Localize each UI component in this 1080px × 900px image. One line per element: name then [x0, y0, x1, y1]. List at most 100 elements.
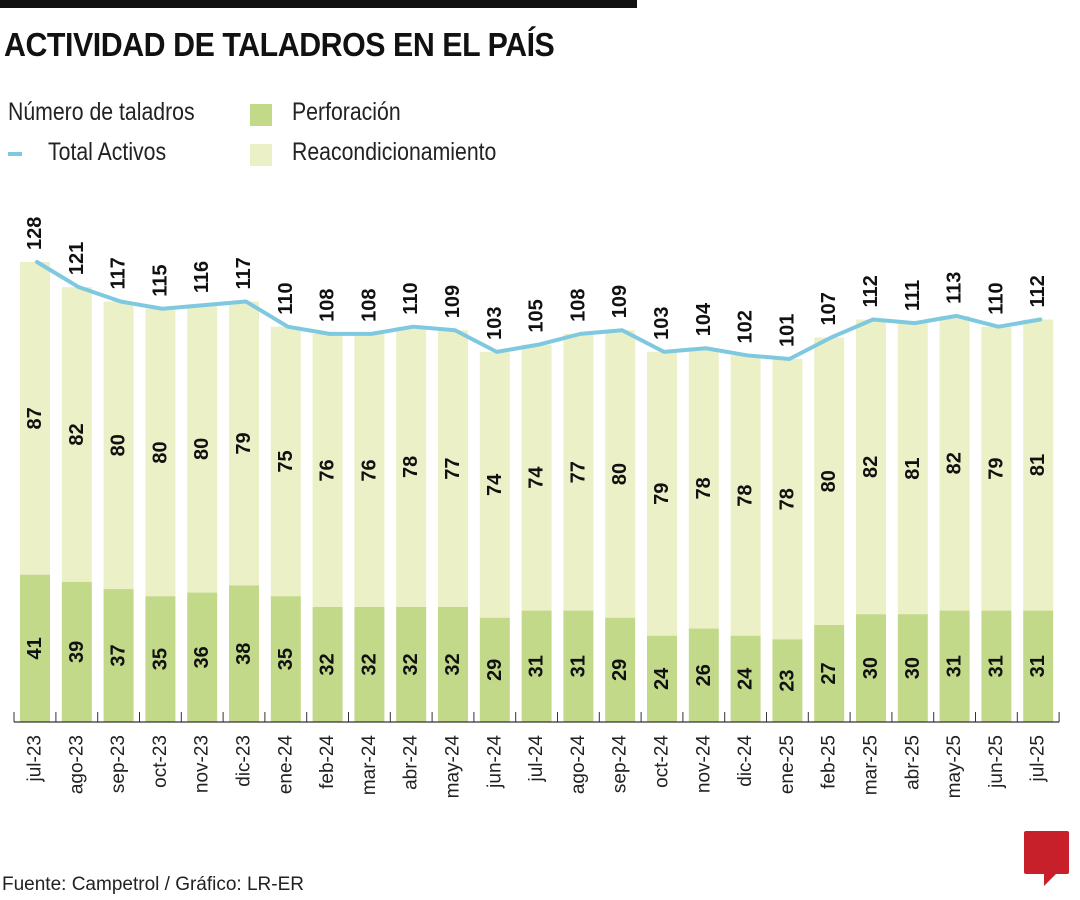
- legend-total-swatch: [8, 152, 22, 156]
- x-tick-label: dic-23: [234, 735, 255, 787]
- legend-perf-swatch: [250, 104, 272, 126]
- label-total: 110: [400, 282, 422, 314]
- label-reacondicionamiento: 81: [1027, 454, 1049, 476]
- label-reacondicionamiento: 78: [693, 477, 715, 499]
- bar-perforacion: [605, 617, 636, 722]
- label-reacondicionamiento: 77: [442, 458, 464, 480]
- x-tick-label: sep-24: [610, 735, 631, 794]
- label-perforacion: 29: [609, 659, 631, 681]
- bar-reacondicionamiento: [730, 355, 761, 636]
- bar-perforacion: [688, 628, 719, 722]
- label-total: 103: [484, 306, 506, 339]
- bar-perforacion: [61, 581, 92, 722]
- label-total: 109: [442, 285, 464, 318]
- label-total: 104: [693, 302, 715, 336]
- label-reacondicionamiento: 74: [484, 473, 506, 496]
- label-total: 121: [66, 242, 88, 275]
- x-tick-label: mar-24: [359, 735, 380, 796]
- source-note: Fuente: Campetrol / Gráfico: LR-ER: [2, 874, 304, 895]
- bar-perforacion: [647, 635, 677, 722]
- label-total: 116: [191, 261, 213, 293]
- bar-perforacion: [354, 607, 385, 722]
- bar-reacondicionamiento: [521, 344, 552, 611]
- x-tick-label: oct-24: [652, 735, 673, 788]
- label-reacondicionamiento: 76: [358, 459, 380, 481]
- label-total: 109: [609, 285, 631, 318]
- bar-reacondicionamiento: [187, 305, 218, 593]
- label-total: 110: [275, 282, 297, 314]
- label-perforacion: 30: [860, 657, 882, 679]
- bar-perforacion: [438, 607, 468, 722]
- label-reacondicionamiento: 74: [526, 466, 548, 489]
- label-total: 108: [358, 289, 380, 322]
- bar-reacondicionamiento: [1023, 319, 1054, 611]
- bar-reacondicionamiento: [479, 351, 510, 618]
- label-total: 107: [818, 292, 840, 325]
- bar-reacondicionamiento: [981, 326, 1012, 611]
- x-tick-label: ene-25: [777, 735, 798, 794]
- bar-perforacion: [187, 592, 218, 722]
- bar-perforacion: [396, 607, 427, 722]
- legend-unit: Número de taladros: [8, 98, 195, 126]
- bar-perforacion: [1023, 610, 1054, 722]
- bar-reacondicionamiento: [61, 287, 92, 582]
- bar-perforacion: [479, 617, 510, 722]
- label-perforacion: 35: [149, 648, 171, 670]
- label-total: 113: [944, 272, 966, 304]
- bar-perforacion: [103, 589, 134, 722]
- label-total: 108: [567, 289, 589, 322]
- bar-reacondicionamiento: [396, 326, 427, 607]
- bar-perforacion: [981, 610, 1012, 722]
- bar-perforacion: [229, 585, 259, 722]
- bar-reacondicionamiento: [897, 323, 928, 615]
- label-reacondicionamiento: 80: [149, 441, 171, 463]
- label-perforacion: 24: [735, 667, 757, 690]
- bar-reacondicionamiento: [438, 330, 468, 607]
- label-perforacion: 29: [484, 659, 506, 681]
- legend-reac-swatch: [250, 144, 272, 166]
- x-tick-label: feb-25: [819, 735, 840, 789]
- label-perforacion: 23: [776, 670, 798, 692]
- label-perforacion: 31: [985, 655, 1007, 677]
- label-perforacion: 30: [902, 657, 924, 679]
- x-tick-label: mar-25: [861, 735, 882, 795]
- bar-perforacion: [772, 639, 803, 722]
- label-perforacion: 32: [400, 653, 422, 675]
- bar-reacondicionamiento: [103, 301, 134, 590]
- label-perforacion: 35: [275, 648, 297, 670]
- bar-perforacion: [145, 596, 176, 722]
- label-total: 105: [526, 299, 548, 332]
- x-tick-label: jun-24: [484, 735, 505, 789]
- x-tick-label: feb-24: [317, 735, 338, 789]
- bar-perforacion: [814, 624, 845, 722]
- label-total: 101: [776, 314, 798, 347]
- bar-reacondicionamiento: [605, 330, 636, 618]
- label-perforacion: 32: [358, 653, 380, 675]
- label-reacondicionamiento: 82: [944, 452, 966, 474]
- bar-reacondicionamiento: [20, 262, 50, 575]
- label-perforacion: 39: [66, 641, 88, 663]
- label-perforacion: 32: [317, 653, 339, 675]
- label-total: 117: [108, 257, 130, 289]
- label-perforacion: 27: [818, 662, 840, 684]
- bar-reacondicionamiento: [145, 308, 176, 597]
- label-perforacion: 32: [442, 653, 464, 675]
- label-perforacion: 38: [233, 643, 255, 665]
- bar-reacondicionamiento: [814, 337, 845, 625]
- label-total: 112: [1027, 275, 1049, 307]
- legend-reac: Reacondicionamiento: [292, 138, 497, 166]
- bar-reacondicionamiento: [772, 359, 803, 640]
- x-tick-label: ago-24: [568, 735, 589, 795]
- label-reacondicionamiento: 75: [275, 450, 297, 472]
- x-tick-label: dic-24: [735, 735, 756, 787]
- label-reacondicionamiento: 78: [776, 488, 798, 510]
- label-total: 102: [735, 310, 757, 343]
- label-reacondicionamiento: 79: [985, 458, 1007, 480]
- top-rule: [0, 0, 637, 8]
- label-reacondicionamiento: 79: [233, 432, 255, 454]
- x-tick-label: oct-23: [150, 735, 171, 788]
- bar-perforacion: [270, 596, 301, 722]
- label-reacondicionamiento: 87: [24, 407, 46, 429]
- bar-reacondicionamiento: [647, 351, 677, 636]
- label-perforacion: 36: [191, 646, 213, 668]
